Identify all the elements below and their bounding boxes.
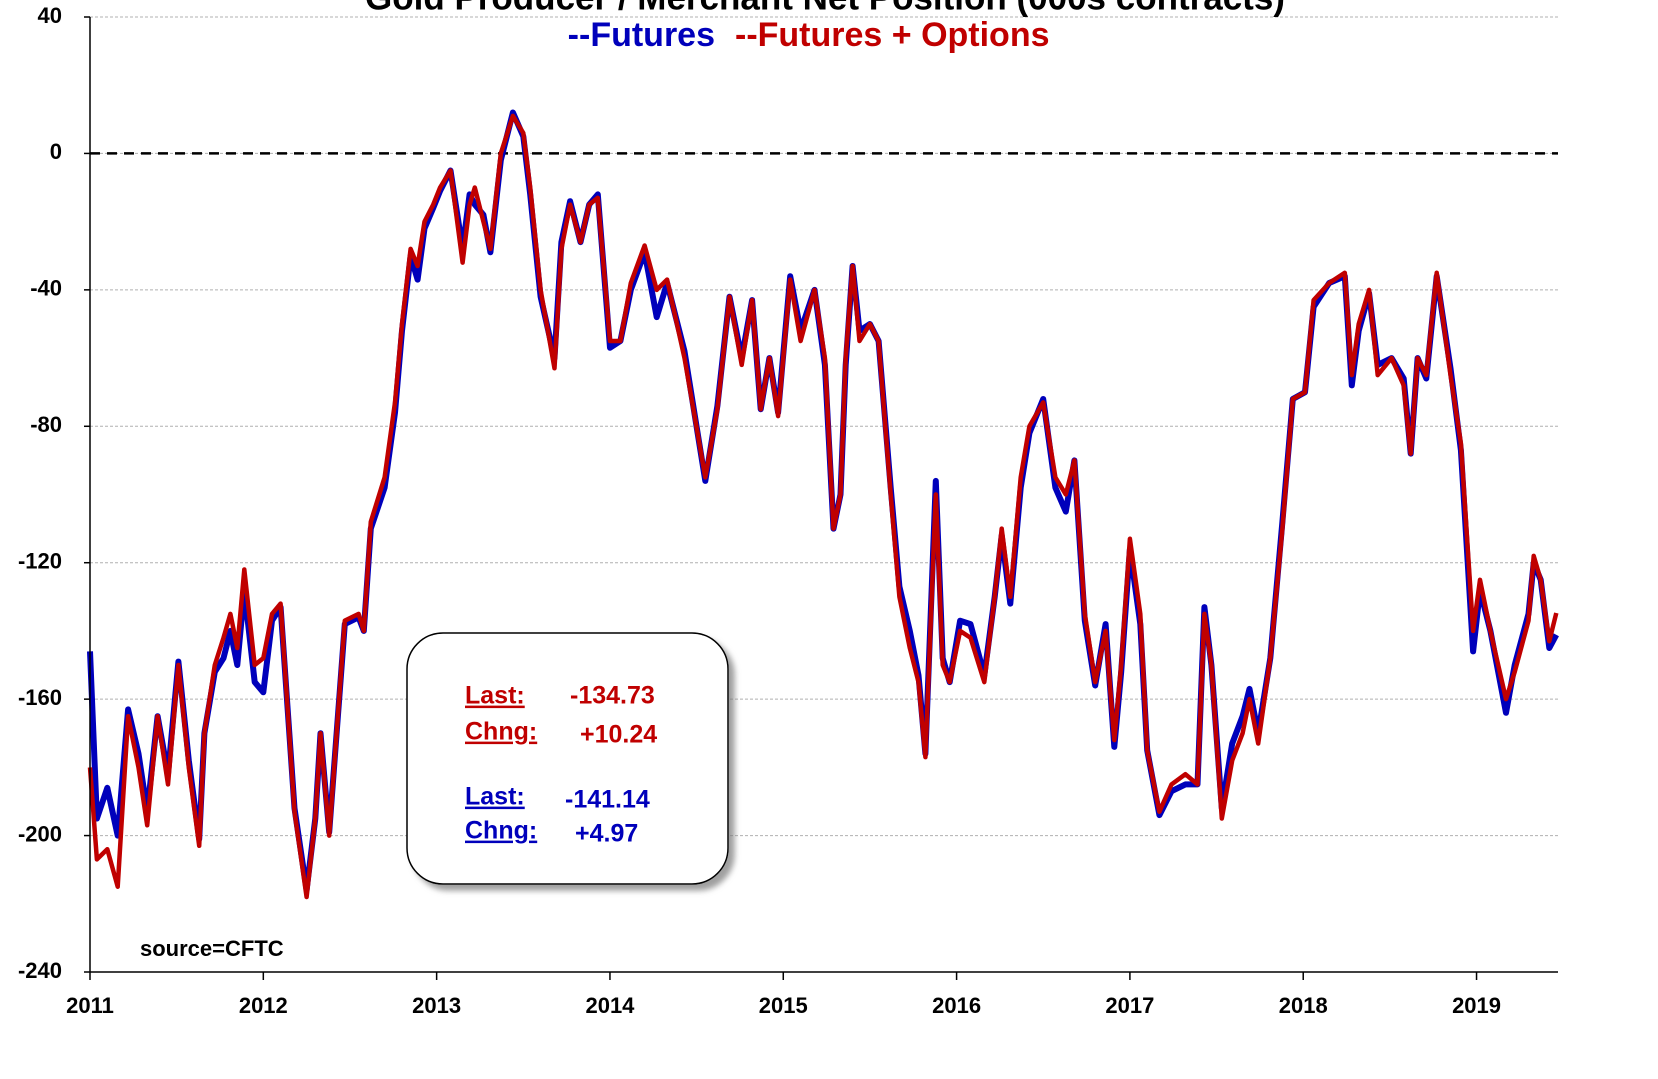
- y-tick-label: -40: [30, 276, 62, 301]
- annotation-label: Chng:: [465, 817, 537, 845]
- annotation-label: Last:: [465, 783, 525, 811]
- y-tick-label: -240: [18, 958, 62, 983]
- y-tick-label: -200: [18, 821, 62, 846]
- annotation-value: -134.73: [570, 682, 655, 710]
- grid: [90, 16, 1558, 973]
- x-tick-label: 2019: [1452, 993, 1501, 1018]
- annotation-value: +4.97: [575, 820, 638, 848]
- x-tick-label: 2013: [412, 993, 461, 1018]
- annotation-label: Chng:: [465, 718, 537, 746]
- y-tick-label: 0: [50, 139, 62, 164]
- x-tick-label: 2017: [1105, 993, 1154, 1018]
- annotation-value: +10.24: [580, 721, 657, 749]
- series-line: [87, 109, 1559, 894]
- axes: -240 -200 -160 -120 -80 -40 0 40 2011 2012 2013 201…: [18, 3, 1558, 1018]
- source-note: source=CFTC: [140, 936, 284, 961]
- x-tick-label: 2016: [932, 993, 981, 1018]
- x-tick-label: 2014: [585, 993, 635, 1018]
- y-tick-label: -120: [18, 549, 62, 574]
- x-tick-label: 2011: [66, 993, 114, 1018]
- y-tick-label: -160: [18, 685, 62, 710]
- annotation-value: -141.14: [565, 786, 650, 814]
- annotation-label: Last:: [465, 682, 525, 710]
- x-tick-label: 2015: [759, 993, 808, 1018]
- legend-entry: --Futures: [568, 16, 715, 54]
- lines: [87, 109, 1559, 900]
- annotation-frame: [406, 632, 729, 885]
- annotation-box: Last: -134.73 Chng: +10.24 Last: -141.14…: [406, 632, 729, 885]
- x-tick-label: 2018: [1279, 993, 1328, 1018]
- legend-entry: --Futures + Options: [735, 16, 1050, 54]
- y-tick-label: 40: [38, 3, 62, 28]
- y-tick-label: -80: [30, 412, 62, 437]
- series-line: [87, 113, 1559, 900]
- chart-title: Gold Producer / Merchant Net Position (0…: [365, 0, 1285, 17]
- x-tick-label: 2012: [239, 993, 288, 1018]
